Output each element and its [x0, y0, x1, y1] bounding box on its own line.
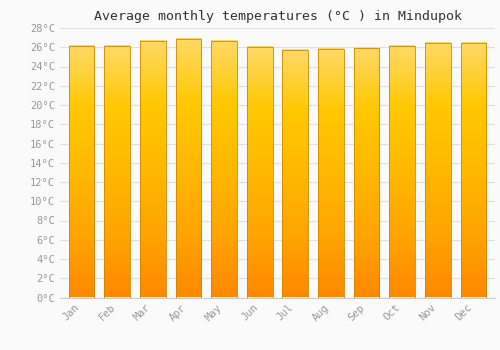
Title: Average monthly temperatures (°C ) in Mindupok: Average monthly temperatures (°C ) in Mi… [94, 10, 462, 23]
Bar [211, 41, 237, 298]
Bar [104, 46, 130, 298]
Bar [390, 46, 415, 298]
Bar [68, 46, 94, 298]
Bar [354, 48, 380, 298]
Bar [176, 38, 201, 298]
Bar [140, 41, 166, 298]
Bar [318, 49, 344, 298]
Bar [461, 43, 486, 298]
Bar [425, 43, 451, 298]
Bar [247, 47, 272, 298]
Bar [282, 50, 308, 298]
